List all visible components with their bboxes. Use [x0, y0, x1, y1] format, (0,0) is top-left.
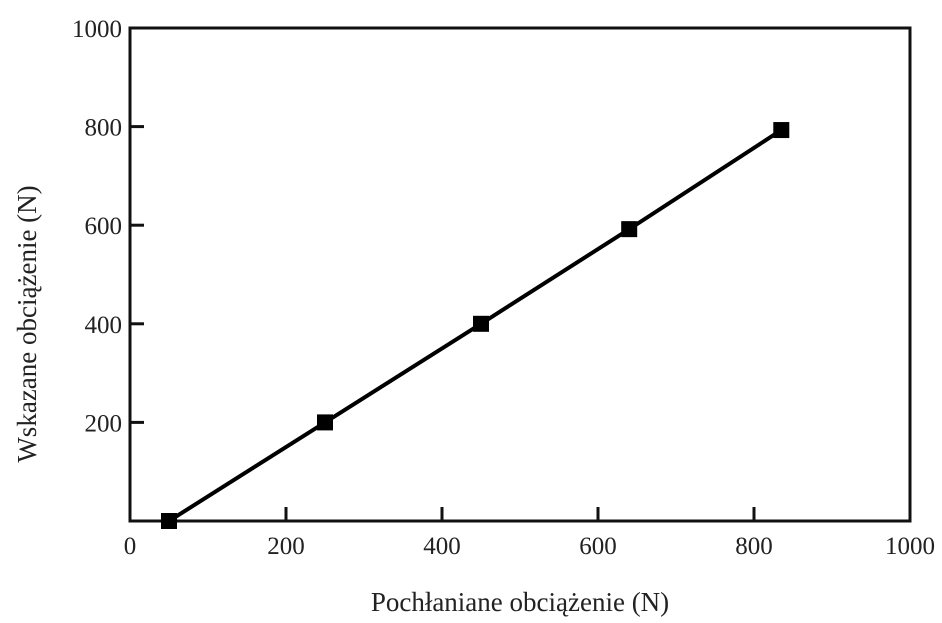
- data-point-marker: [773, 122, 790, 139]
- series-layer: [161, 122, 790, 529]
- data-point-marker: [621, 221, 638, 238]
- axes-layer: 0 200 400 600 800 1000 200 400 600 800 1000: [72, 16, 935, 560]
- x-tick-label: 800: [735, 533, 773, 560]
- x-tick-label: 200: [267, 533, 305, 560]
- data-point-marker: [317, 414, 333, 431]
- data-point-marker: [161, 513, 177, 529]
- y-tick-label: 400: [85, 312, 123, 339]
- x-tick-label: 600: [579, 533, 617, 560]
- x-tick-label: 0: [124, 533, 137, 560]
- y-axis-title: Wskazane obciążenie (N): [12, 185, 42, 462]
- plot-frame: [128, 26, 912, 523]
- x-tick-label: 1000: [885, 533, 935, 560]
- y-tick-label: 1000: [72, 16, 122, 43]
- x-tick-label: 400: [423, 533, 461, 560]
- y-tick-label: 600: [85, 213, 123, 240]
- data-point-marker: [473, 315, 489, 332]
- y-tick-label: 200: [85, 410, 123, 437]
- x-axis-title: Pochłaniane obciążenie (N): [371, 587, 669, 617]
- y-tick-label: 800: [85, 115, 123, 142]
